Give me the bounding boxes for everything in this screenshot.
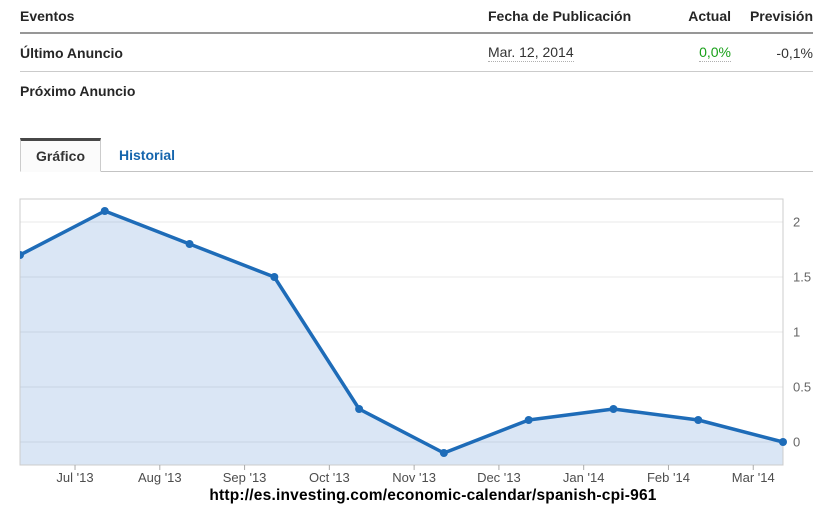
tab-historial-label: Historial	[119, 146, 176, 163]
table-row-next-announcement: Próximo Anuncio	[20, 72, 813, 110]
tab-grafico-label: Gráfico	[36, 148, 86, 164]
url-caption: http://es.investing.com/economic-calenda…	[209, 487, 657, 504]
header-events: Eventos	[20, 8, 75, 24]
row-label: Próximo Anuncio	[20, 83, 136, 99]
header-actual: Actual	[688, 8, 731, 24]
svg-text:Sep '13: Sep '13	[223, 470, 267, 485]
svg-text:Jul '13: Jul '13	[56, 470, 93, 485]
chart-history-tabs: Gráfico Historial	[20, 138, 813, 172]
table-header-row: Eventos Fecha de Publicación Actual Prev…	[20, 0, 813, 34]
svg-text:Nov '13: Nov '13	[392, 470, 436, 485]
svg-text:1: 1	[793, 325, 800, 340]
tab-grafico[interactable]: Gráfico	[20, 138, 102, 172]
svg-text:Mar '14: Mar '14	[732, 470, 775, 485]
svg-text:Jan '14: Jan '14	[563, 470, 605, 485]
cpi-area-chart[interactable]: 0 0.5 1 1.5 2 Jul '13 Aug '13 Sep '13 Oct '13 Nov…	[18, 193, 812, 485]
svg-text:0.5: 0.5	[793, 380, 811, 395]
svg-text:Oct '13: Oct '13	[309, 470, 350, 485]
svg-text:Aug '13: Aug '13	[138, 470, 182, 485]
tab-historial[interactable]: Historial	[101, 138, 193, 171]
header-forecast: Previsión	[749, 8, 813, 24]
chart-canvas[interactable]: 0 0.5 1 1.5 2 Jul '13 Aug '13 Sep '13 Oct '13 Nov…	[18, 193, 812, 485]
row-label: Último Anuncio	[20, 44, 123, 61]
release-date-value[interactable]: Mar. 12, 2014	[488, 43, 574, 62]
forecast-value: -0,1%	[776, 44, 813, 61]
events-table: Eventos Fecha de Publicación Actual Prev…	[20, 0, 813, 110]
svg-text:Dec '13: Dec '13	[477, 470, 521, 485]
header-date: Fecha de Publicación	[488, 8, 632, 24]
svg-text:2: 2	[793, 215, 800, 230]
svg-text:0: 0	[793, 435, 800, 450]
actual-value[interactable]: 0,0%	[699, 43, 731, 62]
table-row-last-announcement: Último Anuncio Mar. 12, 2014 0,0% -0,1%	[20, 34, 813, 72]
svg-text:Feb '14: Feb '14	[647, 470, 690, 485]
svg-text:1.5: 1.5	[793, 270, 811, 285]
